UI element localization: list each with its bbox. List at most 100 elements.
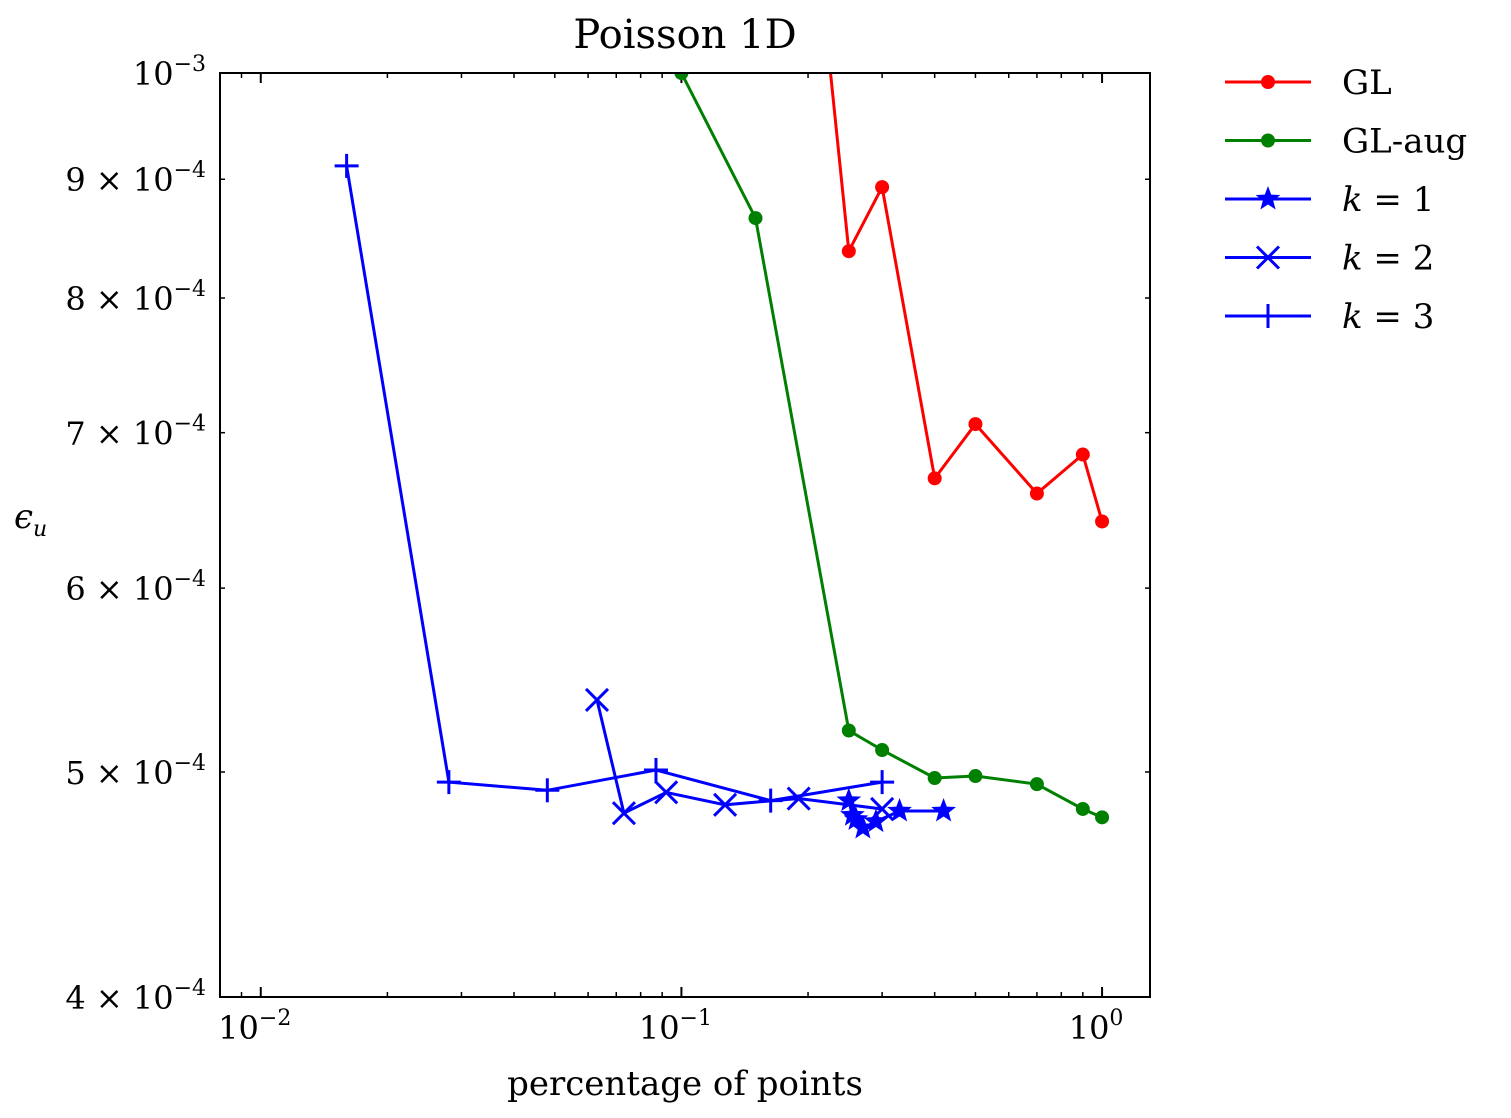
data-point-gl-aug: [875, 743, 890, 758]
series-layer: [334, 17, 1110, 839]
chart-title: Poisson 1D: [573, 12, 796, 58]
x-marker-stroke: [584, 687, 610, 713]
y-axis-label-sub: u: [33, 517, 47, 542]
data-point-k-3: [870, 770, 895, 795]
y-tick-label-exp: −4: [174, 751, 206, 776]
data-point-gl-aug: [968, 769, 983, 784]
y-tick-label: 7 × 10−4: [65, 412, 206, 453]
legend-item-gl-aug: GL-aug: [1225, 122, 1467, 162]
y-tick-label-exp: −4: [174, 412, 206, 437]
data-point-k-2: [713, 792, 738, 817]
y-tick-label-mantissa: 8 ×: [65, 280, 133, 318]
legend-label-var: k: [1342, 297, 1363, 337]
legend-label: k = 1: [1342, 180, 1434, 220]
legend-label: GL-aug: [1342, 122, 1467, 162]
data-point-gl: [875, 180, 890, 195]
y-tick-label-exp: −3: [174, 52, 206, 77]
y-tick-label-base: 10: [133, 280, 174, 318]
data-point-gl-aug: [1075, 801, 1090, 816]
data-point-gl: [818, 17, 832, 31]
y-tick-label-base: 10: [133, 161, 174, 199]
data-point-k-2: [654, 780, 679, 805]
y-tick-label-exp: −4: [174, 976, 206, 1001]
data-point-gl-aug: [927, 771, 942, 786]
x-tick-label-exp: −1: [680, 1006, 712, 1031]
y-tick-label: 8 × 10−4: [65, 277, 206, 318]
x-tick-label: 100: [1069, 1006, 1124, 1047]
legend-label-var: k: [1342, 180, 1363, 220]
data-point-gl: [968, 417, 983, 432]
legend-label-var: k: [1342, 239, 1363, 279]
data-point-k-1: [850, 814, 876, 839]
legend-item-k-2: k = 2: [1225, 239, 1434, 279]
y-tick-label-exp: −4: [174, 567, 206, 592]
data-point-gl-aug: [748, 211, 763, 226]
x-tick-label: 10−2: [218, 1006, 291, 1047]
legend-label: k = 2: [1342, 239, 1434, 279]
legend-marker: [1256, 304, 1280, 328]
data-point-k-3: [436, 770, 461, 795]
data-point-gl-aug: [1095, 810, 1110, 825]
y-tick-label-mantissa: 5 ×: [65, 754, 133, 792]
y-tick-label-exp: −4: [174, 158, 206, 183]
series-gl: [818, 17, 1110, 529]
x-marker-stroke: [786, 786, 811, 811]
x-tick-label-base: 10: [218, 1009, 259, 1047]
data-point-gl: [927, 471, 942, 486]
series-gl-aug: [674, 73, 1110, 825]
series-line-k-2: [595, 699, 883, 816]
x-marker-stroke: [654, 780, 679, 805]
y-tick-label-mantissa: 4 ×: [65, 979, 133, 1017]
x-marker-stroke: [611, 801, 636, 826]
y-tick-label-mantissa: 9 ×: [65, 161, 133, 199]
y-tick-label-base: 10: [133, 55, 174, 93]
legend-item-k-1: k = 1: [1225, 180, 1434, 220]
legend-label-val: = 3: [1363, 297, 1435, 337]
data-point-k-1: [863, 808, 889, 833]
legend-marker: [1261, 133, 1275, 148]
series-k-2: [584, 687, 895, 826]
y-tick-label-base: 10: [133, 754, 174, 792]
y-tick-label-mantissa: 6 ×: [65, 570, 133, 608]
data-point-k-1: [836, 787, 862, 812]
data-point-k-1: [931, 798, 956, 822]
legend-label-val: = 2: [1363, 239, 1435, 279]
legend-marker: [1255, 245, 1281, 270]
data-point-gl: [841, 244, 856, 259]
data-point-k-2: [786, 786, 811, 811]
x-axis-label: percentage of points: [507, 1064, 863, 1104]
x-tick-label-exp: −2: [259, 1006, 291, 1031]
y-tick-label: 6 × 10−4: [65, 567, 206, 608]
data-point-gl: [1075, 447, 1090, 462]
y-tick-label-exp: −4: [174, 277, 206, 302]
series-k-3: [334, 153, 895, 813]
x-tick-label-exp: 0: [1109, 1006, 1123, 1031]
data-point-k-2: [870, 796, 895, 822]
data-point-gl: [1095, 514, 1110, 529]
x-tick-label-base: 10: [639, 1009, 680, 1047]
y-tick-label-base: 10: [133, 979, 174, 1017]
series-line-gl: [829, 73, 1104, 522]
y-tick-label-mantissa: 7 ×: [65, 415, 133, 453]
series-line-gl-aug: [680, 73, 1103, 819]
plot-frame: [219, 72, 1151, 998]
data-point-k-3: [758, 788, 783, 813]
legend-label-val: = 1: [1363, 180, 1435, 220]
x-marker-stroke: [870, 796, 895, 822]
legend-item-k-3: k = 3: [1225, 297, 1434, 337]
data-point-k-1: [840, 802, 865, 826]
y-tick-label-base: 10: [133, 570, 174, 608]
y-axis-label-base: ϵ: [14, 497, 33, 537]
data-point-gl-aug: [841, 723, 856, 738]
y-tick-label: 5 × 10−4: [65, 751, 206, 792]
y-tick-label: 4 × 10−4: [65, 976, 206, 1017]
series-k-1: [836, 787, 956, 839]
legend-item-gl: GL: [1225, 63, 1392, 103]
data-point-k-3: [643, 757, 668, 782]
legend-label: GL: [1342, 63, 1392, 103]
y-tick-label: 9 × 10−4: [65, 158, 206, 199]
x-tick-label-base: 10: [1069, 1009, 1110, 1047]
